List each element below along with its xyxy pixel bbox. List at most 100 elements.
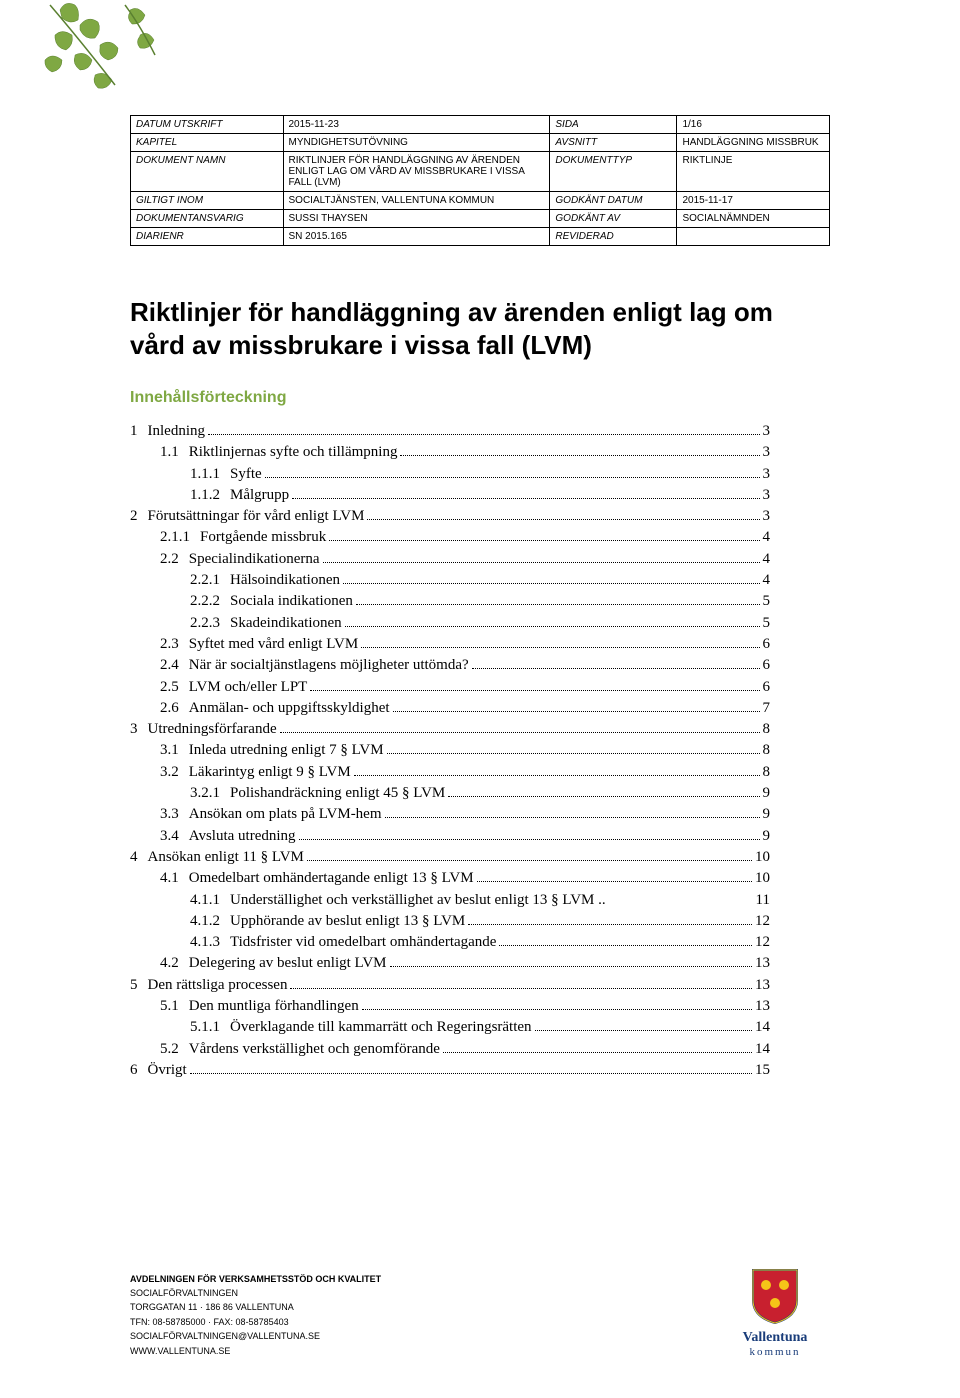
toc-number: 1 <box>130 421 148 442</box>
toc-leader-dots <box>361 647 759 648</box>
toc-entry: 2.3Syftet med vård enligt LVM6 <box>130 634 770 655</box>
metadata-table: DATUM UTSKRIFT2015-11-23SIDA1/16KAPITELM… <box>130 115 830 246</box>
toc-text: Utredningsförfarande <box>148 719 277 740</box>
toc-text: Målgrupp <box>230 485 289 506</box>
toc-page: 6 <box>763 655 771 676</box>
toc-page: 14 <box>755 1017 770 1038</box>
page-footer: AVDELNINGEN FÖR VERKSAMHETSSTÖD OCH KVAL… <box>130 1265 830 1358</box>
toc-page: 15 <box>755 1060 770 1081</box>
toc-page: 8 <box>763 762 771 783</box>
meta-value: SN 2015.165 <box>283 228 550 246</box>
toc-leader-dots <box>329 540 759 541</box>
toc-leader-dots <box>292 498 759 499</box>
toc-page: 9 <box>763 804 771 825</box>
toc-entry: 3.2.1Polishandräckning enligt 45 § LVM9 <box>130 783 770 804</box>
toc-text: Hälsoindikationen <box>230 570 340 591</box>
toc-entry: 3.3Ansökan om plats på LVM-hem9 <box>130 804 770 825</box>
toc-leader-dots <box>472 668 760 669</box>
meta-label: DOKUMENTTYP <box>550 152 677 192</box>
toc-page: 6 <box>763 677 771 698</box>
meta-label: DOKUMENTANSVARIG <box>131 210 284 228</box>
toc-leader-dots <box>393 711 760 712</box>
toc-page: 13 <box>755 953 770 974</box>
toc-text: Anmälan- och uppgiftsskyldighet <box>189 698 390 719</box>
document-title: Riktlinjer för handläggning av ärenden e… <box>130 296 830 361</box>
toc-number: 2.3 <box>160 634 189 655</box>
toc-number: 2 <box>130 506 148 527</box>
toc-text: Omedelbart omhändertagande enligt 13 § L… <box>189 868 474 889</box>
toc-leader-dots <box>400 455 759 456</box>
toc-number: 4.1.2 <box>190 911 230 932</box>
meta-value: 2015-11-23 <box>283 116 550 134</box>
toc-page: 4 <box>763 570 771 591</box>
toc-number: 3.2 <box>160 762 189 783</box>
toc-page: 13 <box>755 996 770 1017</box>
toc-text: Ansökan enligt 11 § LVM <box>148 847 304 868</box>
toc-entry: 1Inledning3 <box>130 421 770 442</box>
toc-number: 2.2.1 <box>190 570 230 591</box>
toc-text: Övrigt <box>148 1060 187 1081</box>
toc-entry: 4Ansökan enligt 11 § LVM10 <box>130 847 770 868</box>
meta-value: SUSSI THAYSEN <box>283 210 550 228</box>
toc-entry: 3.1Inleda utredning enligt 7 § LVM8 <box>130 740 770 761</box>
toc-text: Riktlinjernas syfte och tillämpning <box>189 442 398 463</box>
meta-value: SOCIALTJÄNSTEN, VALLENTUNA KOMMUN <box>283 192 550 210</box>
toc-number: 2.6 <box>160 698 189 719</box>
toc-entry: 4.1.3Tidsfrister vid omedelbart omhänder… <box>130 932 770 953</box>
toc-page: 12 <box>755 911 770 932</box>
toc-text: Sociala indikationen <box>230 591 353 612</box>
meta-value <box>677 228 830 246</box>
toc-leader-dots <box>367 519 759 520</box>
toc-heading: Innehållsförteckning <box>130 389 830 407</box>
toc-entry: 5.2Vårdens verkställighet och genomföran… <box>130 1039 770 1060</box>
toc-text: Den muntliga förhandlingen <box>189 996 359 1017</box>
meta-label: GODKÄNT AV <box>550 210 677 228</box>
toc-text: När är socialtjänstlagens möjligheter ut… <box>189 655 469 676</box>
toc-text: Den rättsliga processen <box>148 975 288 996</box>
meta-value: RIKTLINJE <box>677 152 830 192</box>
toc-page: 8 <box>763 719 771 740</box>
meta-label: REVIDERAD <box>550 228 677 246</box>
toc-leader-dots <box>356 604 760 605</box>
toc-number: 4.2 <box>160 953 189 974</box>
toc-leader-dots <box>354 775 760 776</box>
toc-leader-dots <box>299 839 760 840</box>
toc-leader-dots <box>468 924 752 925</box>
toc-text: Vårdens verkställighet och genomförande <box>189 1039 440 1060</box>
toc-page: 6 <box>763 634 771 655</box>
toc-number: 4.1 <box>160 868 189 889</box>
toc-leader-dots <box>535 1030 752 1031</box>
toc-page: 3 <box>763 442 771 463</box>
toc-text: Inledning <box>148 421 206 442</box>
meta-row: DATUM UTSKRIFT2015-11-23SIDA1/16 <box>131 116 830 134</box>
toc-text: Upphörande av beslut enligt 13 § LVM <box>230 911 465 932</box>
meta-label: GILTIGT INOM <box>131 192 284 210</box>
municipality-logo: Vallentuna kommun <box>720 1265 830 1358</box>
toc-text: Avsluta utredning <box>189 826 296 847</box>
footer-text: AVDELNINGEN FÖR VERKSAMHETSSTÖD OCH KVAL… <box>130 1272 381 1358</box>
toc-leader-dots <box>280 732 760 733</box>
toc-number: 4 <box>130 847 148 868</box>
toc-number: 1.1 <box>160 442 189 463</box>
toc-page: 3 <box>763 485 771 506</box>
toc-page: 12 <box>755 932 770 953</box>
toc-leader-dots <box>387 753 760 754</box>
toc-number: 4.1.1 <box>190 890 230 911</box>
toc-page: 3 <box>763 506 771 527</box>
toc-leader-dots <box>290 988 752 989</box>
toc-number: 3.3 <box>160 804 189 825</box>
meta-label: AVSNITT <box>550 134 677 152</box>
toc-number: 5 <box>130 975 148 996</box>
toc-leader-dots <box>499 945 752 946</box>
toc-entry: 4.1.1Underställighet och verkställighet … <box>130 890 770 911</box>
toc-entry: 3Utredningsförfarande8 <box>130 719 770 740</box>
toc-leader-dots <box>190 1073 752 1074</box>
toc-entry: 2.2.1Hälsoindikationen 4 <box>130 570 770 591</box>
toc-leader-dots <box>390 966 753 967</box>
toc-text: Förutsättningar för vård enligt LVM <box>148 506 365 527</box>
toc-number: 2.1.1 <box>160 527 200 548</box>
toc-entry: 1.1.1Syfte3 <box>130 464 770 485</box>
toc-text: LVM och/eller LPT <box>189 677 308 698</box>
toc-number: 1.1.2 <box>190 485 230 506</box>
toc-entry: 2.2.2Sociala indikationen5 <box>130 591 770 612</box>
